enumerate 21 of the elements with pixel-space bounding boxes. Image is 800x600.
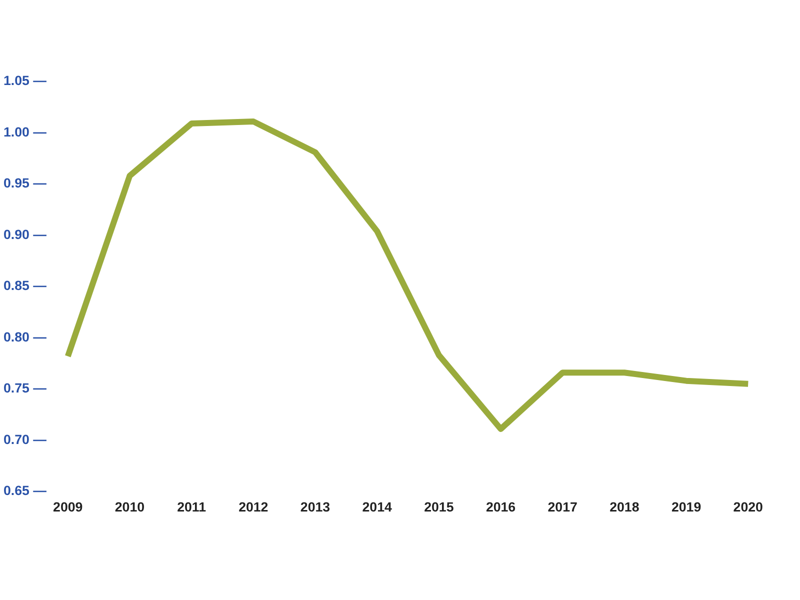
x-tick-label: 2014 (362, 500, 392, 514)
x-tick-label: 2010 (114, 500, 145, 514)
x-tick-label: 2015 (424, 500, 454, 514)
y-tick-label: 0.85 — (4, 278, 48, 293)
x-tick-label: 2018 (610, 500, 640, 514)
y-tick-label: 0.80 — (4, 329, 48, 344)
y-tick-label: 0.65 — (4, 483, 48, 498)
x-tick-label: 2013 (300, 500, 330, 514)
x-tick-label: 2019 (671, 500, 702, 514)
y-tick-label: 0.90 — (4, 226, 48, 242)
x-tick-label: 2011 (177, 500, 207, 514)
x-tick-label: 2020 (733, 500, 763, 514)
y-tick-label: 0.75 — (4, 380, 48, 396)
y-tick-label: 1.05 — (4, 73, 48, 88)
x-tick-label: 2012 (238, 500, 268, 514)
y-tick-label: 0.95 — (4, 176, 48, 190)
y-tick-label: 0.70 — (4, 432, 48, 447)
x-tick-label: 2017 (548, 500, 578, 514)
y-tick-label: 1.00 — (4, 124, 48, 140)
x-tick-label: 2009 (53, 500, 83, 514)
x-tick-label: 2016 (486, 500, 516, 514)
